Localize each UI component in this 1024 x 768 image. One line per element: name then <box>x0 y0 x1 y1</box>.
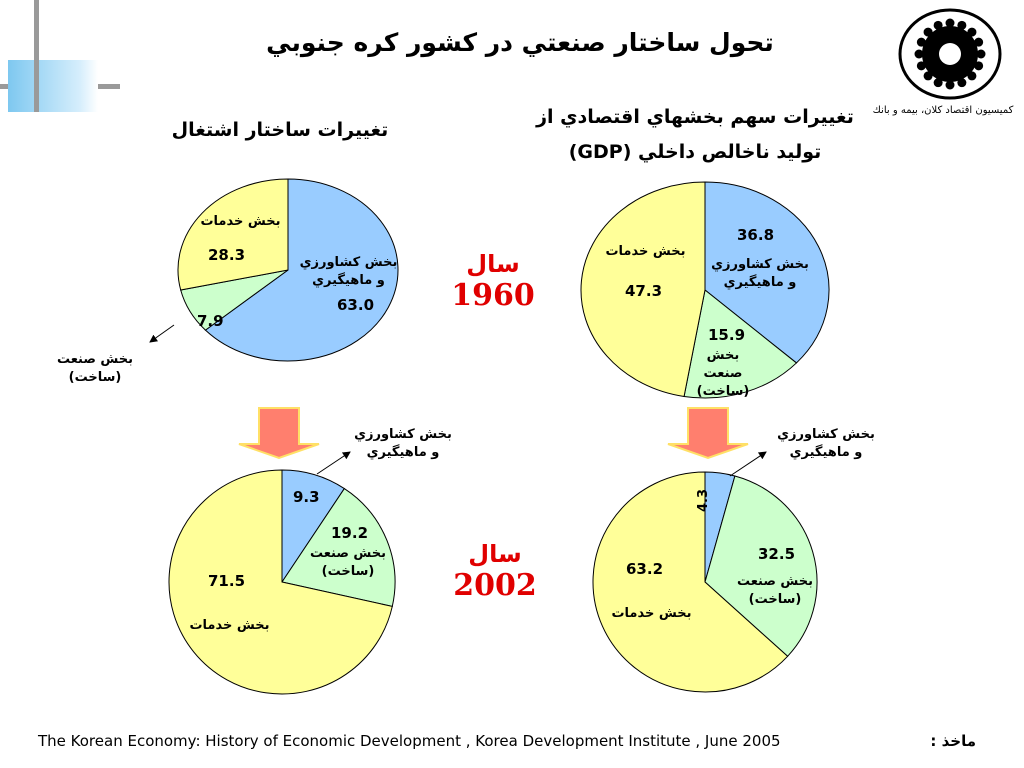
emp1960-agri-value: 63.0 <box>337 296 375 314</box>
year-label: سال <box>468 540 522 568</box>
slide-title: تحول ساختار صنعتي در كشور كره جنوبي <box>266 28 774 57</box>
emp2002-agri-value: 9.3 <box>293 488 320 506</box>
logo-tooth <box>916 37 926 47</box>
logo-tooth <box>945 18 955 28</box>
down-arrow-gdp <box>667 407 749 460</box>
emp1960-slice-serv <box>177 178 289 291</box>
gdp1960-slice-serv <box>580 181 706 398</box>
gdp2002-ind-value: 32.5 <box>758 545 796 563</box>
leader-gdp2002-agri <box>729 451 767 477</box>
emp1960-ind-value: 7.9 <box>197 312 224 330</box>
emp2002-slice-serv <box>168 469 393 695</box>
logo-tooth <box>974 61 984 71</box>
logo-tooth <box>914 49 924 59</box>
emp-chart-title: تغييرات ساختار اشتغال <box>171 119 389 141</box>
gdp2002-ind-label-line2: (ساخت) <box>748 592 802 607</box>
leader-emp2002-agri <box>316 451 351 475</box>
corner-gradient-block <box>8 60 98 112</box>
logo-tooth <box>916 61 926 71</box>
year-value: 1960 <box>451 278 535 313</box>
logo-tooth <box>945 80 955 90</box>
emp2002-serv-value: 71.5 <box>208 572 246 590</box>
gdp1960-ind-label: بخش صنعت (ساخت) <box>688 347 758 401</box>
emp2002-slice-ind <box>281 487 396 608</box>
emp2002-ind-label-line2: (ساخت) <box>321 564 375 579</box>
corner-bar-vertical-front <box>34 0 39 112</box>
emp2002-agri-label-line1: بخش كشاورزي <box>354 427 452 442</box>
logo-tooth <box>974 37 984 47</box>
year-label: سال <box>466 250 520 278</box>
gdp2002-serv-value: 63.2 <box>626 560 664 578</box>
emp2002-ind-value: 19.2 <box>331 524 369 542</box>
gdp1960-agri-value: 36.8 <box>737 226 775 244</box>
gdp-chart-title-line1: تغييرات سهم بخشهاي اقتصادي از <box>536 106 854 128</box>
down-arrow-emp <box>238 407 320 460</box>
gdp2002-agri-value: 4.3 <box>696 488 711 512</box>
pie-gdp-2002 <box>592 471 818 693</box>
chamber-logo <box>898 8 1002 100</box>
year-value: 2002 <box>453 568 537 603</box>
emp1960-ind-label: بخش صنعت (ساخت) <box>56 352 134 385</box>
gdp2002-ind-label-line1: بخش صنعت <box>736 574 814 589</box>
emp2002-agri-label: بخش كشاورزي و ماهيگيري <box>348 426 458 462</box>
logo-tooth <box>976 49 986 59</box>
emp1960-slice-agri <box>204 178 399 362</box>
year-1960: سال 1960 <box>448 250 538 313</box>
gdp2002-ind-label: بخش صنعت (ساخت) <box>735 573 815 609</box>
source-citation: The Korean Economy: History of Economic … <box>38 732 781 750</box>
gdp1960-agri-label-line1: بخش كشاورزي <box>711 257 809 272</box>
logo-tooth <box>967 71 977 81</box>
gdp1960-ind-label-line2: (ساخت) <box>696 384 750 399</box>
gdp2002-agri-label-line1: بخش كشاورزي <box>777 427 875 442</box>
gdp2002-agri-label: بخش كشاورزي و ماهيگيري <box>766 426 886 462</box>
emp2002-ind-label: بخش صنعت (ساخت) <box>308 545 388 581</box>
gdp1960-slice-agri <box>704 181 830 364</box>
gdp1960-agri-label-line2: و ماهيگيري <box>723 275 797 290</box>
emp1960-serv-value: 28.3 <box>208 246 246 264</box>
source-label: ماخذ : <box>930 732 976 750</box>
emp1960-serv-label: بخش خدمات <box>200 214 281 229</box>
year-2002: سال 2002 <box>450 540 540 603</box>
logo-tooth <box>933 20 943 30</box>
logo-tooth <box>957 78 967 88</box>
org-text: كميسيون اقتصاد كلان، بيمه و بانك <box>872 105 1014 116</box>
gdp1960-agri-label: بخش كشاورزي و ماهيگيري <box>700 256 820 292</box>
emp2002-agri-label-line2: و ماهيگيري <box>366 445 440 460</box>
logo-tooth <box>967 27 977 37</box>
pie-emp-2002 <box>168 469 396 695</box>
gdp2002-slice-ind <box>704 475 818 657</box>
gdp1960-serv-value: 47.3 <box>625 282 663 300</box>
gdp2002-slice-serv <box>592 471 789 693</box>
logo-tooth <box>923 71 933 81</box>
gdp2002-serv-label: بخش خدمات <box>611 606 692 621</box>
pie-emp-1960 <box>177 178 399 362</box>
emp1960-agri-label-line1: بخش كشاورزي <box>299 255 398 270</box>
gdp-chart-title-line2: توليد ناخالص داخلي (GDP) <box>568 141 822 163</box>
emp1960-agri-label-line2: و ماهيگيري <box>312 273 385 288</box>
emp2002-ind-label-line1: بخش صنعت <box>309 546 387 561</box>
logo-tooth <box>923 27 933 37</box>
pie-gdp-1960 <box>580 181 830 399</box>
gdp2002-agri-label-line2: و ماهيگيري <box>789 445 863 460</box>
gdp1960-slice-ind <box>683 289 798 399</box>
logo-tooth <box>957 20 967 30</box>
gdp1960-serv-label: بخش خدمات <box>605 244 686 259</box>
emp1960-agri-label: بخش كشاورزي و ماهيگيري <box>296 254 401 290</box>
logo-tooth <box>933 78 943 88</box>
leader-emp1960-ind <box>149 324 175 343</box>
gdp1960-ind-label-line1: بخش صنعت <box>703 348 743 381</box>
emp2002-serv-label: بخش خدمات <box>189 618 270 633</box>
gdp1960-ind-value: 15.9 <box>708 326 746 344</box>
